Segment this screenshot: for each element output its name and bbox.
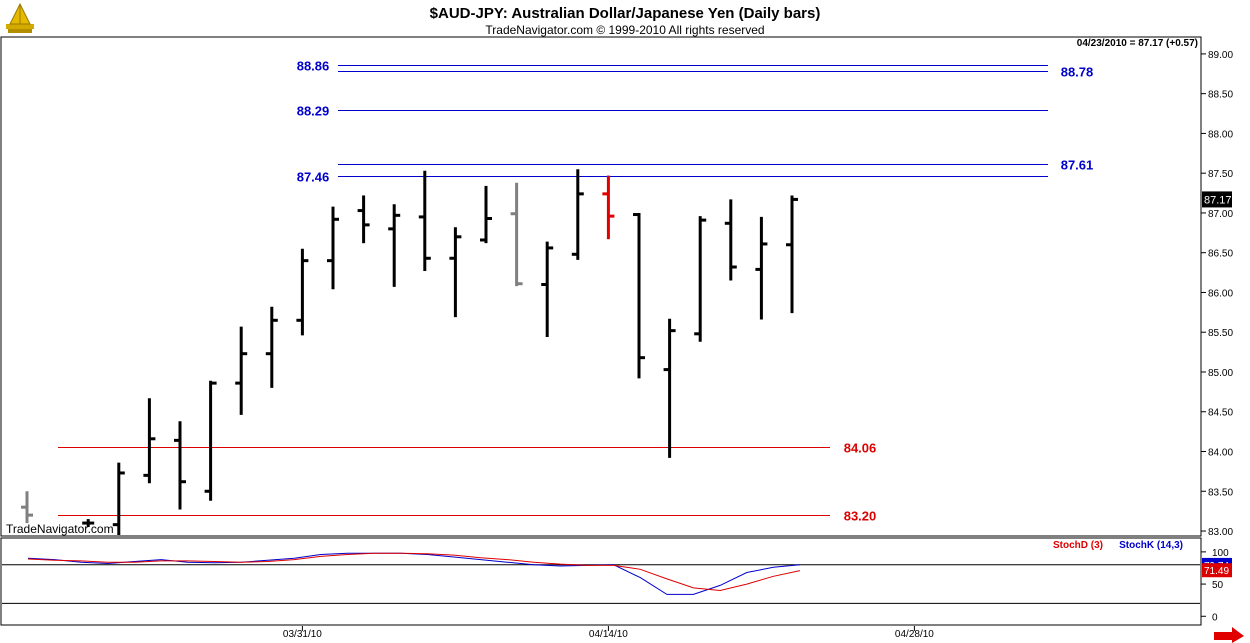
ohlc-bar (602, 175, 615, 240)
x-axis: 03/31/10 04/14/10 04/28/10 (283, 626, 934, 640)
chart-title: $AUD-JPY: Australian Dollar/Japanese Yen… (430, 5, 821, 22)
ohlc-bar (21, 491, 33, 524)
current-price-box (1202, 191, 1232, 208)
ohlc-bar (388, 204, 401, 287)
ohlc-bar (112, 462, 125, 535)
price-axis-label: 87.00 (1208, 209, 1233, 220)
last-quote-label: 04/23/2010 = 87.17 (+0.57) (1077, 38, 1198, 49)
ohlc-bar (694, 216, 707, 342)
price-axis-label: 89.00 (1208, 50, 1233, 61)
stochastic-panel-frame (0, 537, 1202, 626)
ohlc-bar (235, 326, 248, 415)
price-axis-label: 85.00 (1208, 368, 1233, 379)
ohlc-bar (174, 421, 186, 510)
stochastic-series-line (27, 552, 801, 595)
price-axis-label: 83.00 (1208, 527, 1233, 538)
x-axis-label: 04/28/10 (895, 629, 934, 640)
level-label: 84.06 (844, 441, 877, 456)
price-chart: 89.00 88.50 88.00 87.50 87.00 86.50 86.00 85.50… (21, 50, 1233, 538)
price-axis-label: 86.50 (1208, 249, 1233, 260)
price-axis-label: 88.00 (1208, 129, 1233, 140)
ohlc-bar (541, 241, 554, 337)
level-label: 88.78 (1061, 65, 1094, 80)
level-label: 87.46 (297, 170, 330, 185)
watermark-label: TradeNavigator.com (6, 522, 114, 536)
ohlc-bar (755, 216, 768, 320)
price-axis-label: 87.50 (1208, 169, 1233, 180)
price-axis-label: 85.50 (1208, 328, 1233, 339)
ohlc-bar (265, 306, 278, 388)
price-axis-label: 84.00 (1208, 448, 1233, 459)
chart-subtitle: TradeNavigator.com © 1999-2010 All right… (485, 23, 764, 37)
stochastic-series-line (27, 552, 801, 592)
x-axis-label: 03/31/10 (283, 629, 322, 640)
ohlc-bar (82, 519, 95, 528)
price-panel-frame (0, 36, 1202, 537)
stochastic-axis-label: 100 (1212, 548, 1229, 559)
scroll-right-arrow-icon[interactable] (1214, 627, 1244, 643)
level-label: 88.86 (297, 59, 330, 74)
ohlc-bar (204, 380, 217, 501)
ohlc-bar (510, 182, 523, 287)
price-axis-label: 88.50 (1208, 90, 1233, 101)
ohlc-bar (357, 195, 370, 244)
ohlc-bar (724, 199, 737, 281)
stochastic-axis-label: 50 (1212, 580, 1224, 591)
ohlc-bar (633, 212, 645, 379)
price-axis-label: 83.50 (1208, 487, 1233, 498)
ohlc-bar (143, 398, 156, 484)
level-label: 88.29 (297, 104, 330, 119)
current-price-label: 87.17 (1204, 194, 1232, 206)
ohlc-bar (663, 318, 676, 458)
stochastic-legend-k: StochK (14,3) (1119, 540, 1183, 551)
price-axis-label: 84.50 (1208, 408, 1233, 419)
ohlc-bar (786, 195, 798, 314)
stochastic-axis-label: 0 (1212, 612, 1218, 623)
ohlc-bar (418, 170, 431, 271)
ohlc-bar (327, 206, 339, 290)
level-label: 87.61 (1061, 158, 1094, 173)
stochastic-legend-d: StochD (3) (1053, 540, 1103, 551)
ohlc-bar (296, 248, 309, 336)
level-label: 83.20 (844, 509, 877, 524)
ohlc-bar (571, 169, 584, 260)
stochastic-value-box (1202, 563, 1232, 578)
ohlc-bar (449, 227, 462, 318)
trade-navigator-logo-icon (6, 2, 34, 33)
stochastic-value-label: 71.49 (1204, 566, 1229, 577)
ohlc-bar (480, 185, 492, 244)
price-axis-label: 86.00 (1208, 288, 1233, 299)
x-axis-label: 04/14/10 (589, 629, 628, 640)
